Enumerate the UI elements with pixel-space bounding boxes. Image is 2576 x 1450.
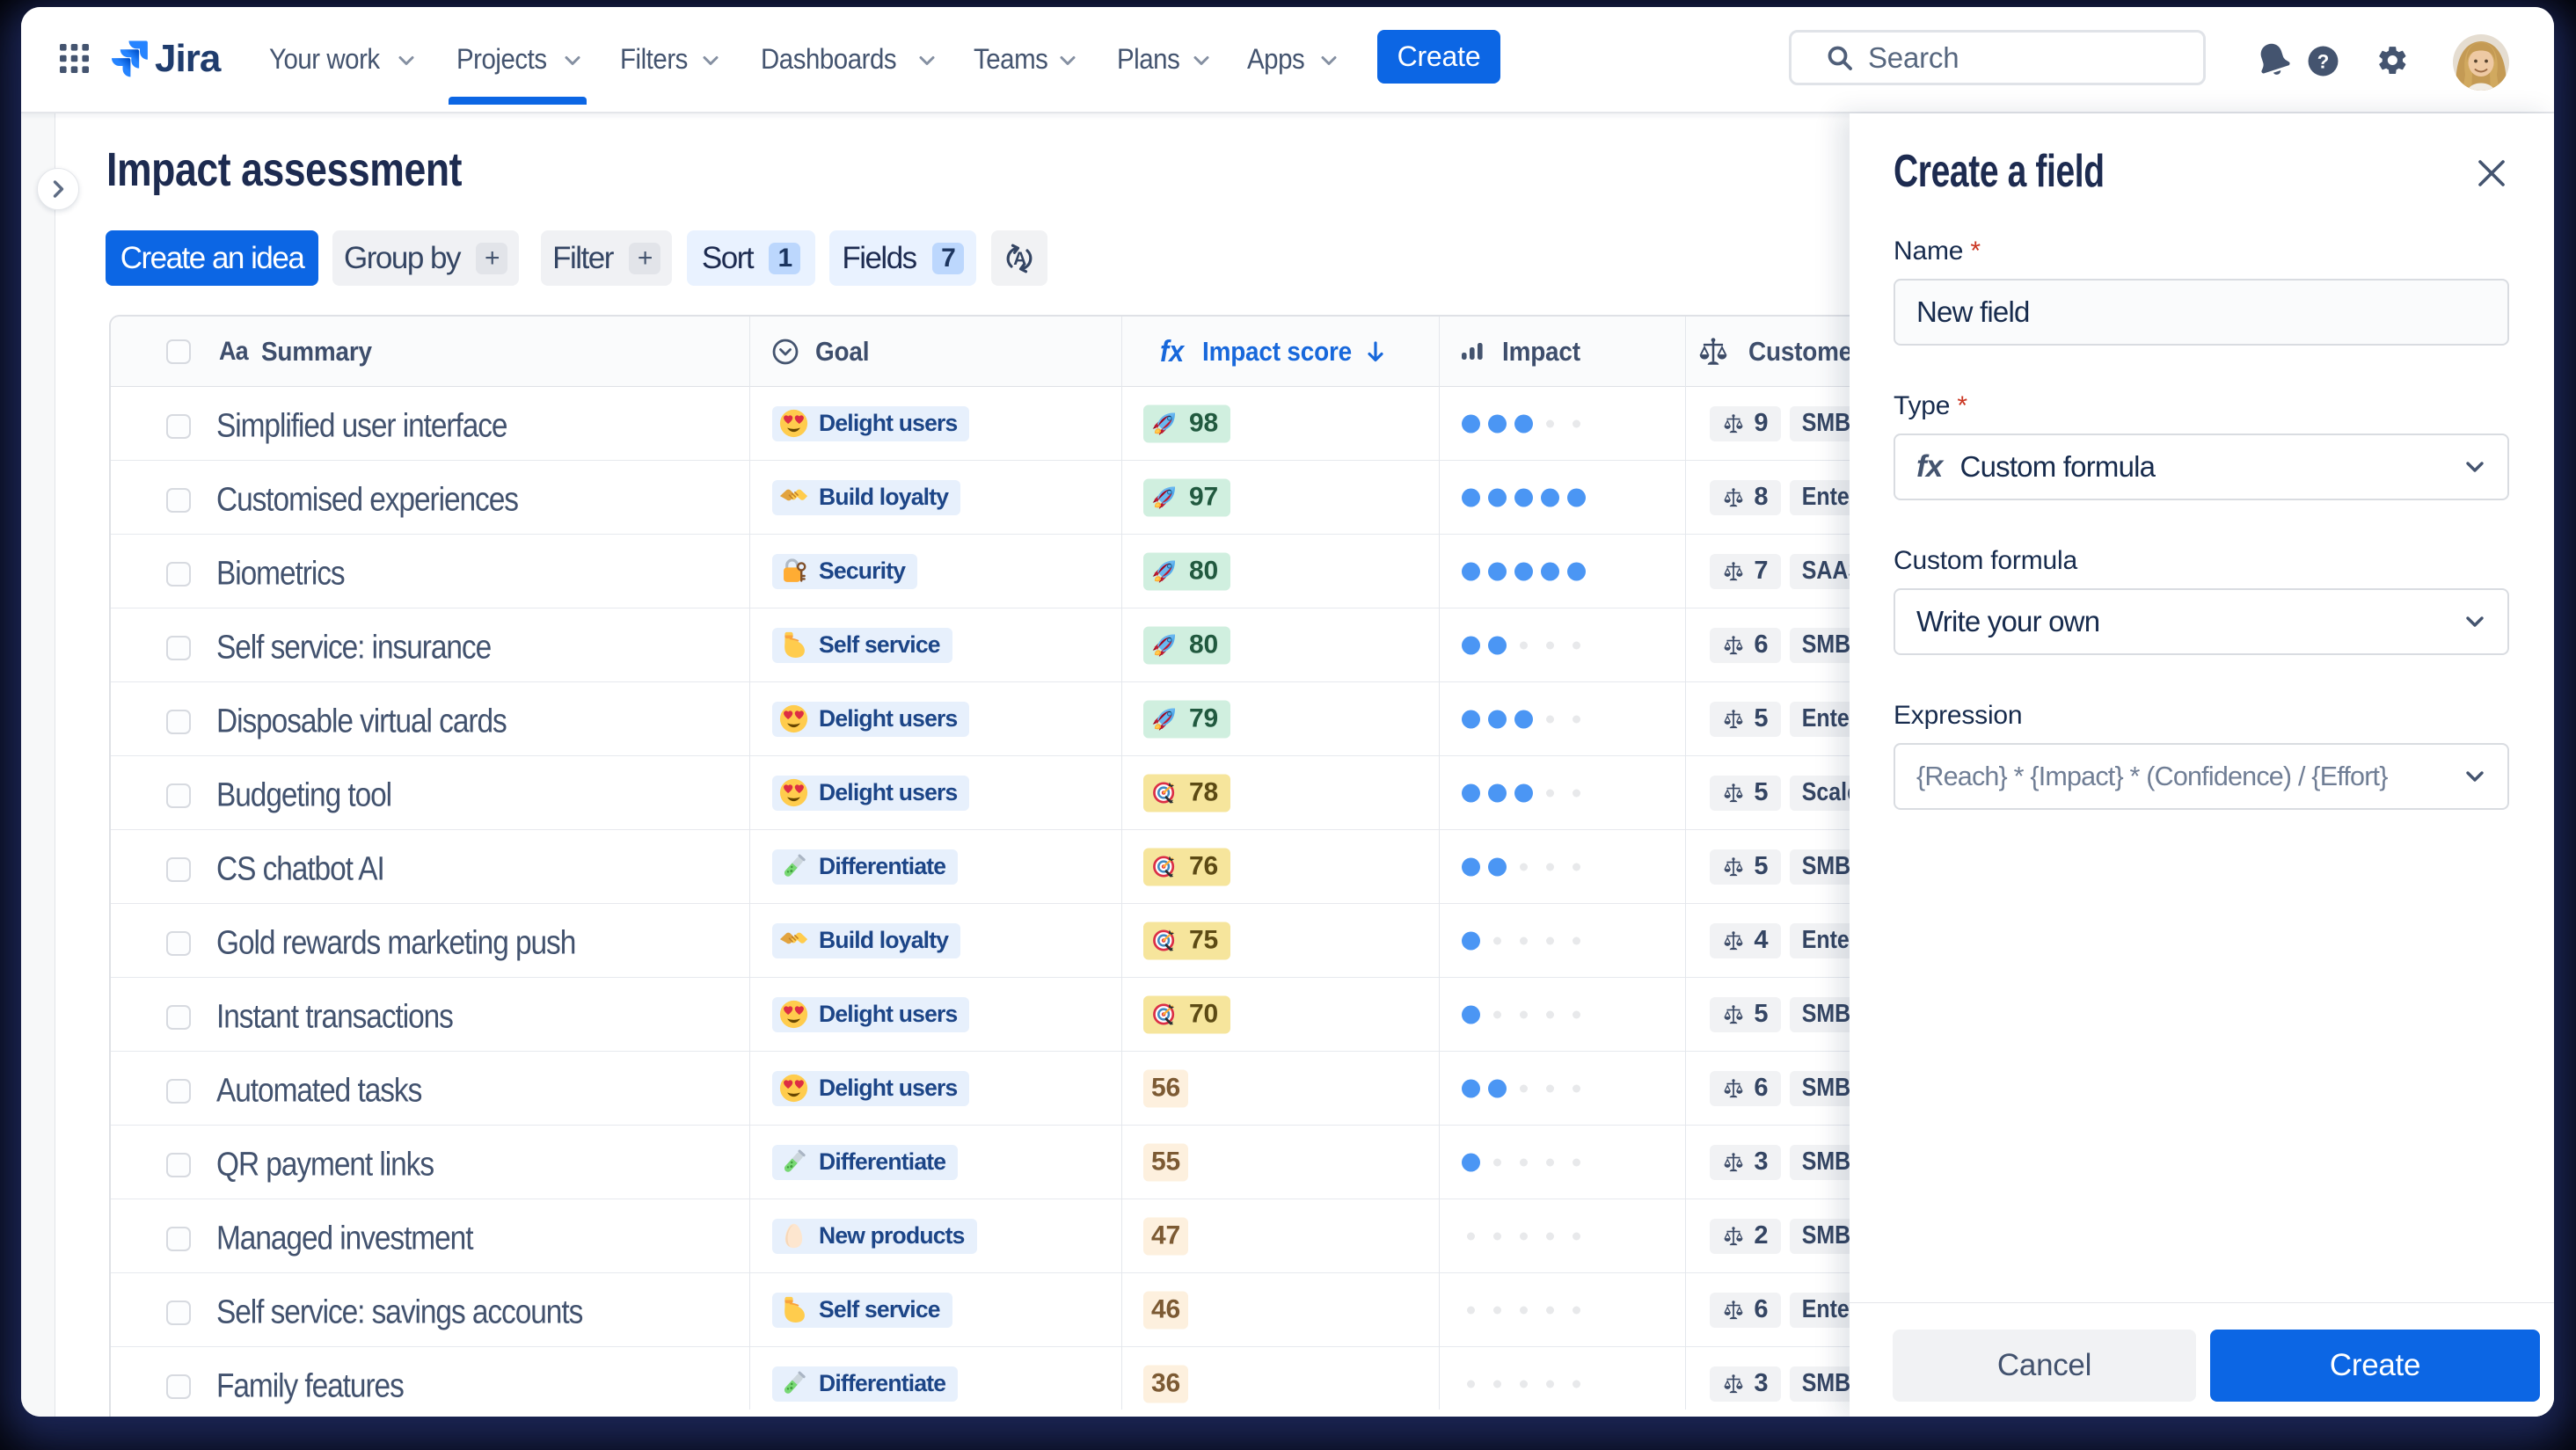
svg-text:A: A [1013, 249, 1026, 269]
svg-text:?: ? [2317, 51, 2330, 73]
